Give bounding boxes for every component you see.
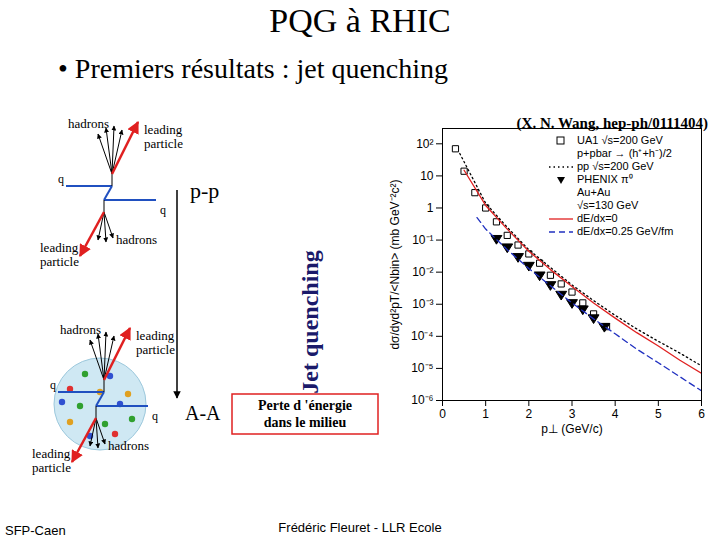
- svg-text:q: q: [50, 378, 56, 392]
- html-text:p+pbar → (h⁺+h⁻)/2: p+pbar → (h⁺+h⁻)/2: [577, 147, 672, 159]
- html-text:UA1 √s=200 GeV: UA1 √s=200 GeV: [577, 134, 663, 146]
- svg-text:2: 2: [525, 407, 532, 421]
- svg-text:leading: leading: [40, 240, 79, 255]
- html-text:Au+Au: Au+Au: [577, 186, 611, 198]
- svg-text:10⁻¹: 10⁻¹: [412, 233, 433, 247]
- svg-text:• Premiers résultats : jet que: • Premiers résultats : jet quenching: [58, 53, 448, 84]
- svg-text:5: 5: [655, 407, 662, 421]
- svg-text:hadrons: hadrons: [60, 322, 101, 337]
- svg-text:hadrons: hadrons: [68, 116, 109, 131]
- svg-text:leading: leading: [144, 122, 183, 137]
- svg-text:10⁻⁶: 10⁻⁶: [411, 393, 433, 407]
- svg-text:1: 1: [427, 201, 434, 215]
- svg-text:leading: leading: [136, 328, 175, 343]
- svg-text:PQG à RHIC: PQG à RHIC: [269, 2, 450, 39]
- svg-text:0: 0: [439, 407, 446, 421]
- svg-text:q: q: [160, 203, 166, 217]
- svg-text:Frédéric Fleuret - LLR Ecole: Frédéric Fleuret - LLR Ecole: [278, 520, 441, 535]
- svg-text:10⁻⁵: 10⁻⁵: [411, 361, 433, 375]
- svg-text:10⁻³: 10⁻³: [412, 297, 433, 311]
- svg-text:particle: particle: [40, 254, 79, 269]
- svg-text:6: 6: [698, 407, 705, 421]
- html-text:dE/dx=0: dE/dx=0: [577, 212, 618, 224]
- svg-text:dans le milieu: dans le milieu: [264, 415, 347, 430]
- svg-text:hadrons: hadrons: [108, 438, 149, 453]
- svg-text:A-A: A-A: [185, 402, 221, 424]
- svg-text:leading: leading: [32, 446, 71, 461]
- svg-text:10²: 10²: [416, 137, 433, 151]
- svg-text:1: 1: [482, 407, 489, 421]
- svg-text:10⁻²: 10⁻²: [412, 265, 433, 279]
- svg-text:3: 3: [569, 407, 576, 421]
- svg-text:particle: particle: [144, 136, 183, 151]
- html-text:dE/dx=0.25 GeV/fm: dE/dx=0.25 GeV/fm: [577, 225, 674, 237]
- svg-text:Jet quenching: Jet quenching: [297, 250, 323, 393]
- html-text:√s=130 GeV: √s=130 GeV: [577, 199, 639, 211]
- svg-text:10⁻⁴: 10⁻⁴: [411, 329, 434, 343]
- svg-text:particle: particle: [32, 460, 71, 475]
- svg-text:SFP-Caen: SFP-Caen: [5, 523, 66, 538]
- svg-text:particle: particle: [136, 342, 175, 357]
- svg-text:(X. N. Wang, hep-ph/0111404): (X. N. Wang, hep-ph/0111404): [517, 115, 708, 132]
- svg-text:dσ/dyd²pT/<Nbin> (mb GeV⁻²c²): dσ/dyd²pT/<Nbin> (mb GeV⁻²c²): [388, 179, 402, 349]
- svg-text:hadrons: hadrons: [116, 232, 157, 247]
- svg-text:4: 4: [612, 407, 619, 421]
- svg-text:10: 10: [420, 169, 434, 183]
- svg-text:p-p: p-p: [190, 178, 219, 203]
- svg-text:q: q: [58, 172, 64, 186]
- svg-text:q: q: [152, 409, 158, 423]
- svg-text:Perte d 'énergie: Perte d 'énergie: [258, 398, 352, 413]
- html-text:pp √s=200 GeV: pp √s=200 GeV: [577, 160, 654, 172]
- svg-text:p⊥ (GeV/c): p⊥ (GeV/c): [541, 422, 602, 436]
- html-text:PHENIX π⁰: PHENIX π⁰: [577, 173, 633, 185]
